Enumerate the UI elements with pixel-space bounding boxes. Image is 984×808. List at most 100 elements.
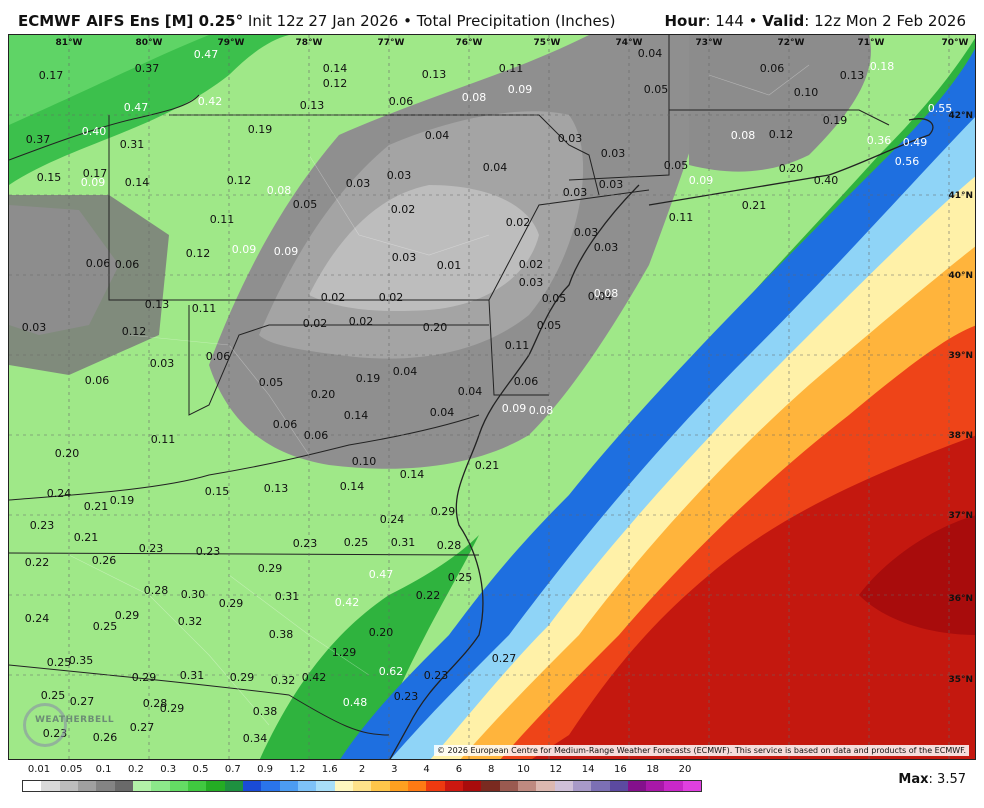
latitude-label: 41°N <box>948 191 973 201</box>
valid-value: 12z Mon 2 Feb 2026 <box>814 12 966 30</box>
precip-value-label: 0.21 <box>742 199 767 212</box>
precip-value-label: 0.06 <box>514 375 539 388</box>
logo-text: WEATHERBELL <box>35 715 115 725</box>
legend-swatch <box>371 781 390 791</box>
precip-value-label: 0.37 <box>26 133 51 146</box>
header: ECMWF AIFS Ens [M] 0.25° Init 12z 27 Jan… <box>0 0 984 34</box>
legend-swatch <box>279 781 298 791</box>
map-title: ECMWF AIFS Ens [M] 0.25° Init 12z 27 Jan… <box>18 12 616 30</box>
precip-value-label: 0.12 <box>227 174 252 187</box>
precip-value-label: 0.29 <box>230 671 255 684</box>
longitude-label: 70°W <box>942 38 969 48</box>
legend-swatch <box>389 781 408 791</box>
precip-value-label: 0.47 <box>194 48 219 61</box>
map-canvas: 81°W 80°W 79°W 78°W 77°W 76°W 75°W 74°W 73°W 72°W… <box>9 35 975 759</box>
legend-swatch <box>316 781 335 791</box>
precip-value-label: 0.08 <box>267 184 292 197</box>
precip-value-label: 0.25 <box>47 656 72 669</box>
darkred-area <box>532 435 975 759</box>
precip-value-label: 0.15 <box>205 485 230 498</box>
precip-value-label: 0.48 <box>343 696 368 709</box>
precip-value-label: 0.11 <box>505 339 530 352</box>
precip-value-labels: 0.47 0.37 0.17 0.42 0.47 0.14 0.12 0.13 0.11 0.04… <box>22 47 953 745</box>
precip-value-label: 0.55 <box>928 102 953 115</box>
precip-value-label: 0.06 <box>86 257 111 270</box>
model-name: ECMWF AIFS Ens [M] 0.25 <box>18 12 236 30</box>
legend-tick-label: 3 <box>391 764 398 775</box>
max-number: 3.57 <box>937 772 966 787</box>
precip-value-label: 0.17 <box>39 69 64 82</box>
legend-swatch <box>114 781 133 791</box>
precip-value-label: 0.12 <box>769 128 794 141</box>
precip-value-label: 0.31 <box>180 669 205 682</box>
precip-value-label: 0.13 <box>300 99 325 112</box>
precip-value-label: 0.38 <box>253 705 278 718</box>
precip-value-label: 0.08 <box>731 129 756 142</box>
precip-value-label: 0.09 <box>689 174 714 187</box>
precip-value-label: 0.31 <box>391 536 416 549</box>
precip-value-label: 0.23 <box>139 542 164 555</box>
precip-value-label: 0.03 <box>387 169 412 182</box>
precip-value-label: 0.04 <box>393 365 418 378</box>
precip-value-label: 0.47 <box>124 101 149 114</box>
legend-tick-label: 0.7 <box>224 764 241 775</box>
legend-tick-label: 0.5 <box>192 764 209 775</box>
legend-swatch <box>169 781 188 791</box>
precip-map: 81°W 80°W 79°W 78°W 77°W 76°W 75°W 74°W 73°W 72°W… <box>8 34 976 760</box>
legend-swatch <box>352 781 372 791</box>
precip-value-label: 0.06 <box>273 418 298 431</box>
green-band-nc <box>259 535 479 759</box>
precip-value-label: 0.14 <box>323 62 348 75</box>
precip-value-label: 0.05 <box>644 83 669 96</box>
legend-swatch <box>334 781 353 791</box>
legend-swatch <box>591 781 610 791</box>
precip-value-label: 0.37 <box>135 62 160 75</box>
precip-value-label: 0.28 <box>437 539 462 552</box>
legend-swatch <box>646 781 665 791</box>
precip-value-label: 0.11 <box>210 213 235 226</box>
precip-value-label: 0.04 <box>425 129 450 142</box>
legend-swatch <box>224 781 243 791</box>
longitude-label: 75°W <box>534 38 561 48</box>
legend-swatch <box>407 781 427 791</box>
precip-value-label: 0.24 <box>47 487 72 500</box>
legend-swatch <box>664 781 683 791</box>
precip-value-label: 0.01 <box>437 259 462 272</box>
precip-value-label: 0.28 <box>144 584 169 597</box>
legend-color-bar <box>22 780 702 792</box>
precip-value-label: 0.32 <box>178 615 203 628</box>
precip-value-label: 0.05 <box>259 376 284 389</box>
precip-value-label: 0.14 <box>340 480 365 493</box>
degree-sign: ° <box>235 12 244 30</box>
precip-value-label: 0.11 <box>499 62 524 75</box>
precip-value-label: 0.23 <box>424 669 449 682</box>
precip-value-label: 0.02 <box>519 258 544 271</box>
legend-tick-label: 20 <box>678 764 692 775</box>
precip-value-label: 0.04 <box>430 406 455 419</box>
precip-value-label: 0.03 <box>574 226 599 239</box>
gray-area-west-inner <box>9 205 119 335</box>
gray-area-core <box>309 185 539 312</box>
precip-value-label: 0.20 <box>423 321 448 334</box>
precip-value-label: 0.08 <box>529 404 554 417</box>
precip-value-label: 0.25 <box>41 689 66 702</box>
precip-value-label: 1.29 <box>332 646 357 659</box>
longitude-label: 77°W <box>378 38 405 48</box>
legend-tick-label: 10 <box>517 764 530 775</box>
precip-value-label: 0.49 <box>903 136 928 149</box>
precip-value-label: 0.03 <box>346 177 371 190</box>
legend-swatch <box>554 781 573 791</box>
longitude-label: 81°W <box>56 38 83 48</box>
legend-swatch <box>41 781 60 791</box>
precip-value-label: 0.14 <box>400 468 425 481</box>
precip-value-label: 0.08 <box>462 91 487 104</box>
precip-value-label: 0.13 <box>422 68 447 81</box>
precip-value-label: 0.24 <box>25 612 50 625</box>
legend-tick-label: 4 <box>423 764 430 775</box>
longitude-label: 78°W <box>296 38 323 48</box>
legend-tick-label: 14 <box>581 764 595 775</box>
legend-swatch <box>627 781 647 791</box>
precip-value-label: 0.09 <box>502 402 527 415</box>
precip-value-label: 0.23 <box>394 690 419 703</box>
legend-labels: 0.01 0.05 0.1 0.2 0.3 0.5 0.7 0.9 1.2 1.6 2 3 4 6 8 10 1… <box>22 764 702 778</box>
